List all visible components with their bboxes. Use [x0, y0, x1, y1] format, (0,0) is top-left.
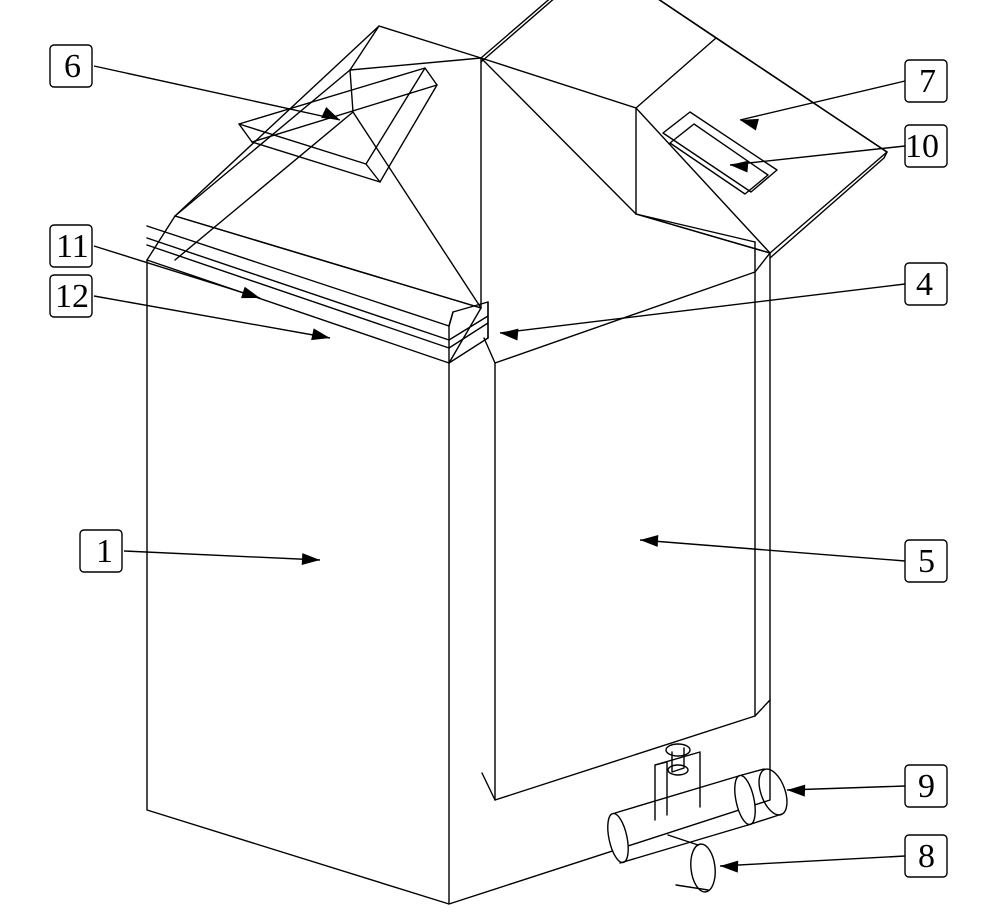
technical-diagram: 6 11 12 1 7 10 4 5 9 8	[0, 0, 1000, 919]
leader-7	[740, 81, 905, 120]
leader-8	[720, 856, 905, 866]
leader-6	[94, 66, 340, 120]
label-text-1: 1	[96, 533, 113, 570]
leader-4	[500, 284, 905, 333]
label-text-10: 10	[905, 128, 939, 165]
label-text-12: 12	[55, 278, 89, 315]
leader-11	[94, 246, 260, 298]
drawing-layer	[147, 0, 887, 904]
bottom-fixture	[604, 744, 792, 893]
label-text-7: 7	[919, 63, 936, 100]
leader-12	[94, 296, 330, 338]
label-text-5: 5	[918, 543, 935, 580]
label-text-11: 11	[56, 228, 89, 265]
leader-5	[640, 540, 905, 561]
labels-layer: 6 11 12 1 7 10 4 5 9 8	[50, 45, 947, 877]
label-text-9: 9	[918, 768, 935, 805]
label-text-4: 4	[916, 266, 933, 303]
leader-1	[124, 551, 320, 560]
label-text-6: 6	[64, 48, 81, 85]
label-text-8: 8	[918, 838, 935, 875]
